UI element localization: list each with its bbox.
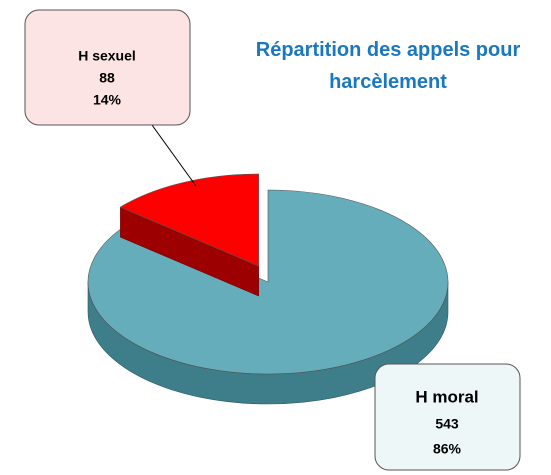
category-label: H sexuel xyxy=(78,48,136,64)
callout-box xyxy=(374,363,521,471)
slice xyxy=(119,173,259,267)
chart-title: Répartition des appels pour harcèlement xyxy=(255,39,521,93)
percent-label: 14% xyxy=(93,92,122,108)
value-label: 88 xyxy=(99,70,115,86)
leader-line xyxy=(151,124,197,187)
value-label: 543 xyxy=(435,416,459,432)
percent-label: 86% xyxy=(433,441,462,457)
category-label: H moral xyxy=(415,387,478,406)
callout-box xyxy=(24,9,191,126)
slice xyxy=(87,189,449,375)
